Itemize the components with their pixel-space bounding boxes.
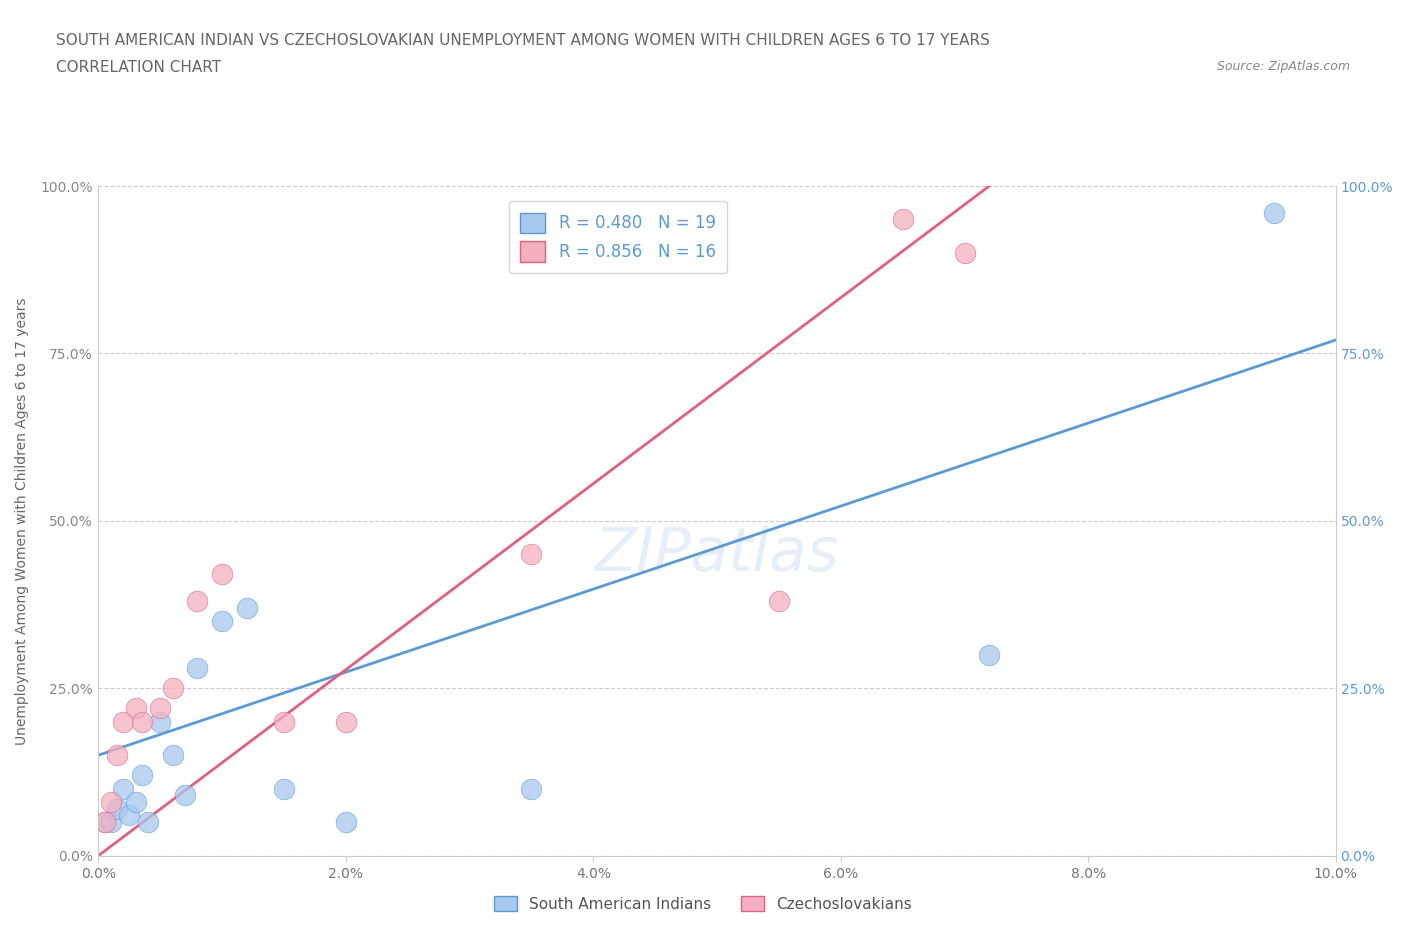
Point xyxy=(112,714,135,729)
Point xyxy=(124,794,146,809)
Point xyxy=(93,815,115,830)
Point xyxy=(273,714,295,729)
Point xyxy=(105,748,128,763)
Y-axis label: Unemployment Among Women with Children Ages 6 to 17 years: Unemployment Among Women with Children A… xyxy=(15,297,30,745)
Legend: South American Indians, Czechoslovakians: South American Indians, Czechoslovakians xyxy=(488,889,918,918)
Point xyxy=(112,781,135,796)
Point xyxy=(953,246,976,260)
Point xyxy=(273,781,295,796)
Point xyxy=(105,802,128,817)
Text: CORRELATION CHART: CORRELATION CHART xyxy=(56,60,221,75)
Point xyxy=(891,212,914,227)
Point xyxy=(335,714,357,729)
Point xyxy=(335,815,357,830)
Point xyxy=(211,614,233,629)
Point xyxy=(131,768,153,783)
Point xyxy=(162,681,184,696)
Point xyxy=(136,815,159,830)
Text: SOUTH AMERICAN INDIAN VS CZECHOSLOVAKIAN UNEMPLOYMENT AMONG WOMEN WITH CHILDREN : SOUTH AMERICAN INDIAN VS CZECHOSLOVAKIAN… xyxy=(56,33,990,47)
Point xyxy=(149,701,172,716)
Point xyxy=(211,567,233,582)
Point xyxy=(520,547,543,562)
Point xyxy=(186,593,208,608)
Point xyxy=(100,815,122,830)
Point xyxy=(186,660,208,675)
Point xyxy=(149,714,172,729)
Point xyxy=(768,593,790,608)
Point xyxy=(979,647,1001,662)
Point xyxy=(174,788,197,803)
Point xyxy=(1263,206,1285,220)
Point xyxy=(118,808,141,823)
Point xyxy=(131,714,153,729)
Point xyxy=(162,748,184,763)
Text: ZIPatlas: ZIPatlas xyxy=(595,525,839,584)
Legend: R = 0.480   N = 19, R = 0.856   N = 16: R = 0.480 N = 19, R = 0.856 N = 16 xyxy=(509,201,727,273)
Point xyxy=(93,815,115,830)
Text: Source: ZipAtlas.com: Source: ZipAtlas.com xyxy=(1216,60,1350,73)
Point xyxy=(100,794,122,809)
Point xyxy=(520,781,543,796)
Point xyxy=(124,701,146,716)
Point xyxy=(236,601,259,616)
